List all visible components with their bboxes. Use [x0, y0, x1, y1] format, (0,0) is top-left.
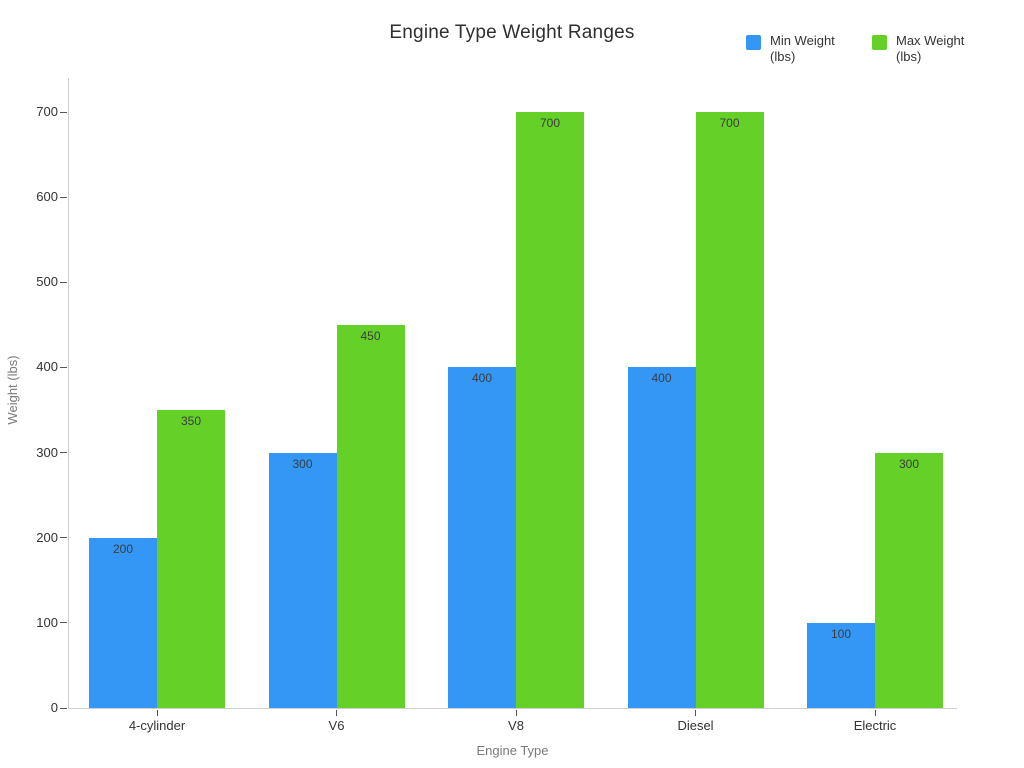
legend-item-min-weight[interactable]: Min Weight (lbs) [746, 33, 848, 65]
y-axis-tick-label: 200 [36, 529, 58, 545]
legend-item-max-weight[interactable]: Max Weight (lbs) [872, 33, 974, 65]
bar-min-v6 [268, 453, 337, 708]
y-axis-tick [60, 452, 67, 454]
y-axis-tick-label: 300 [36, 444, 58, 460]
bar-min-4-cylinder [89, 538, 157, 708]
bar-max-diesel [695, 112, 764, 708]
y-axis-tick-label: 500 [36, 274, 58, 290]
x-axis-tick [515, 710, 517, 716]
x-axis-tick [336, 710, 337, 716]
bar-max-v6 [336, 325, 405, 708]
y-axis-tick-label: 100 [36, 614, 58, 630]
bar-value-label: 100 [830, 627, 852, 641]
x-axis-tick [695, 710, 696, 716]
bar-value-label: 400 [471, 371, 493, 385]
x-axis-title: Engine Type [476, 743, 549, 758]
bar-value-label: 200 [112, 542, 134, 556]
y-axis-tick-label: 0 [50, 700, 58, 715]
x-axis-category-label: Diesel [677, 718, 714, 733]
chart-title: Engine Type Weight Ranges [389, 22, 635, 43]
bar-max-4-cylinder [157, 410, 225, 708]
y-axis-tick [60, 707, 67, 709]
x-axis-category-label: Electric [853, 718, 897, 733]
y-axis-tick-label: 600 [36, 189, 58, 205]
x-axis-category-label: V8 [508, 718, 524, 733]
bar-value-label: 350 [180, 414, 202, 428]
y-axis-tick [60, 537, 67, 539]
y-axis-tick [60, 196, 67, 198]
y-axis-tick [60, 281, 67, 283]
max-weight-swatch-icon [872, 35, 887, 50]
y-axis-tick-label: 400 [36, 359, 58, 375]
bar-max-electric [875, 453, 943, 708]
y-axis-title: Weight (lbs) [5, 355, 20, 425]
legend-item-label: Min Weight (lbs) [770, 33, 835, 64]
bar-max-v8 [516, 112, 584, 708]
y-axis-tick-label: 700 [36, 104, 58, 119]
bar-min-electric [807, 623, 875, 708]
legend-item-label: Max Weight (lbs) [896, 33, 965, 64]
bar-value-label: 300 [292, 457, 313, 471]
bar-value-label: 400 [651, 371, 672, 385]
y-axis-tick [60, 622, 67, 624]
y-axis-line [68, 78, 69, 709]
min-weight-swatch-icon [746, 35, 761, 50]
x-axis-category-label: 4-cylinder [128, 718, 186, 733]
bar-value-label: 300 [898, 457, 920, 471]
legend: Min Weight (lbs) Max Weight (lbs) [746, 33, 974, 65]
x-axis-tick [156, 710, 158, 716]
bar-value-label: 450 [360, 329, 381, 343]
bar-min-v8 [448, 367, 516, 708]
x-axis-tick [874, 710, 876, 716]
x-axis-category-label: V6 [328, 718, 345, 733]
y-axis-tick [60, 366, 67, 368]
bar-min-diesel [627, 367, 696, 708]
y-axis-tick [60, 111, 67, 113]
bar-value-label: 700 [719, 116, 740, 130]
bar-value-label: 700 [539, 116, 561, 130]
plot-area: 0 100 200 300 400 500 600 700 200 300 400 400 100 350… [36, 78, 957, 733]
x-axis-line [68, 708, 957, 709]
